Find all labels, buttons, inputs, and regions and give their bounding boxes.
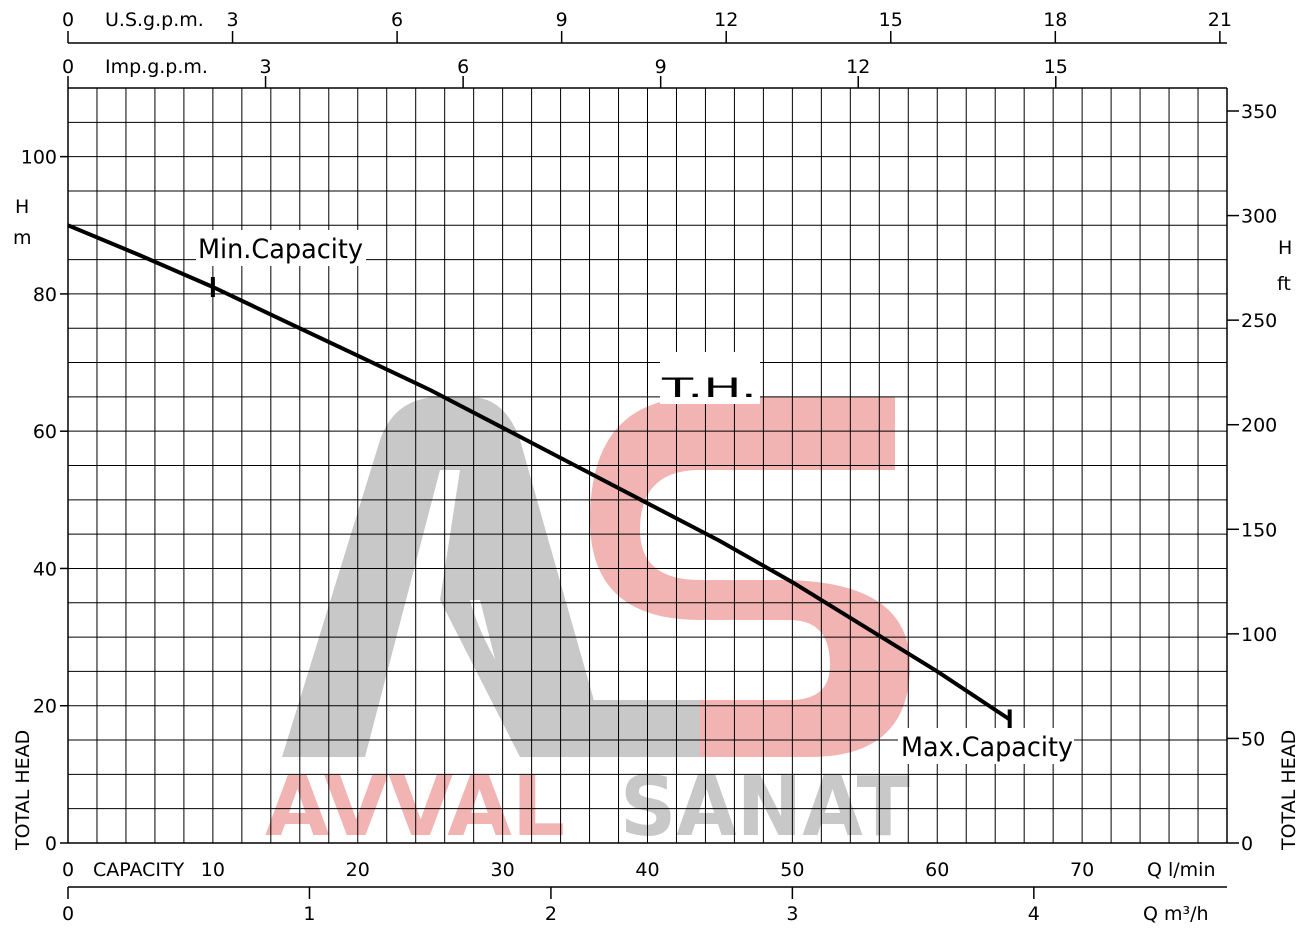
m3h-tick-label: 1 [303,903,315,925]
curve-name-bg [660,352,760,404]
watermark-text-right: SANAT [620,760,910,855]
watermark-text-left: AVVAL [265,760,565,855]
usgpm-tick-label: 21 [1208,9,1232,31]
m3h-tick-label: 3 [786,903,798,925]
right-axis-unit: ft [1277,273,1291,295]
right-y-tick-label: 200 [1241,415,1277,437]
left-y-tick-label: 40 [33,558,57,580]
right-y-tick-label: 100 [1241,624,1277,646]
impgpm-tick-label: 6 [457,56,469,78]
chart-grid [67,87,1228,844]
lmin-tick-label: 30 [491,859,515,881]
impgpm-tick-label: 12 [846,56,870,78]
left-y-tick-label: 80 [33,284,57,306]
curve-name-label: T.H. [660,373,757,404]
right-y-tick-label: 50 [1241,728,1265,750]
impgpm-axis-label: Imp.g.p.m. [105,56,208,78]
lmin-tick-label: 50 [780,859,804,881]
left-axis-name: TOTAL HEAD [12,730,34,851]
avval-sanat-watermark: AVVAL SANAT [265,397,910,855]
usgpm-tick-label: 15 [879,9,903,31]
left-axis-unit: m [13,227,32,249]
left-y-tick-label: 20 [33,696,57,718]
max-capacity-label: Max.Capacity [901,732,1073,763]
max-label-bg [898,728,1074,764]
left-y-tick-label: 0 [45,833,57,855]
left-y-tick-label: 60 [33,421,57,443]
impgpm-tick-label: 0 [62,56,74,78]
usgpm-tick-label: 9 [556,9,568,31]
right-y-tick-label: 150 [1241,519,1277,541]
lmin-tick-label: 40 [635,859,659,881]
impgpm-tick-label: 9 [655,56,667,78]
capacity-axis-name: CAPACITY [93,859,185,881]
right-y-tick-label: 250 [1241,310,1277,332]
right-y-tick-label: 0 [1241,833,1253,855]
right-y-tick-label: 350 [1241,101,1277,123]
usgpm-axis-label: U.S.g.p.m. [105,9,204,31]
m3h-axis-label: Q m³/h [1143,903,1209,925]
lmin-tick-label: 0 [62,859,74,881]
usgpm-tick-label: 3 [227,9,239,31]
chart-axes [67,42,1228,888]
lmin-tick-label: 20 [346,859,370,881]
lmin-tick-label: 70 [1070,859,1094,881]
lmin-tick-label: 10 [201,859,225,881]
impgpm-tick-label: 3 [260,56,272,78]
lmin-tick-label: 60 [925,859,949,881]
usgpm-tick-label: 18 [1043,9,1067,31]
left-axis-h: H [15,196,29,218]
m3h-tick-label: 2 [545,903,557,925]
right-axis-h: H [1278,237,1292,259]
right-axis-name: TOTAL HEAD [1278,730,1300,851]
usgpm-tick-label: 12 [714,9,738,31]
lmin-axis-label: Q l/min [1147,859,1216,881]
watermark-s-shape [590,397,910,757]
series-group [67,223,1012,730]
usgpm-tick-label: 6 [391,9,403,31]
m3h-tick-label: 0 [62,903,74,925]
usgpm-tick-label: 0 [62,9,74,31]
m3h-tick-label: 4 [1028,903,1040,925]
watermark-a-foot [440,600,700,757]
min-label-bg [196,230,366,266]
series-line-th [67,223,1011,722]
right-y-tick-label: 300 [1241,206,1277,228]
min-capacity-label: Min.Capacity [198,234,363,265]
left-y-tick-label: 100 [21,147,57,169]
impgpm-tick-label: 15 [1044,56,1068,78]
watermark-a-shape [282,397,610,757]
